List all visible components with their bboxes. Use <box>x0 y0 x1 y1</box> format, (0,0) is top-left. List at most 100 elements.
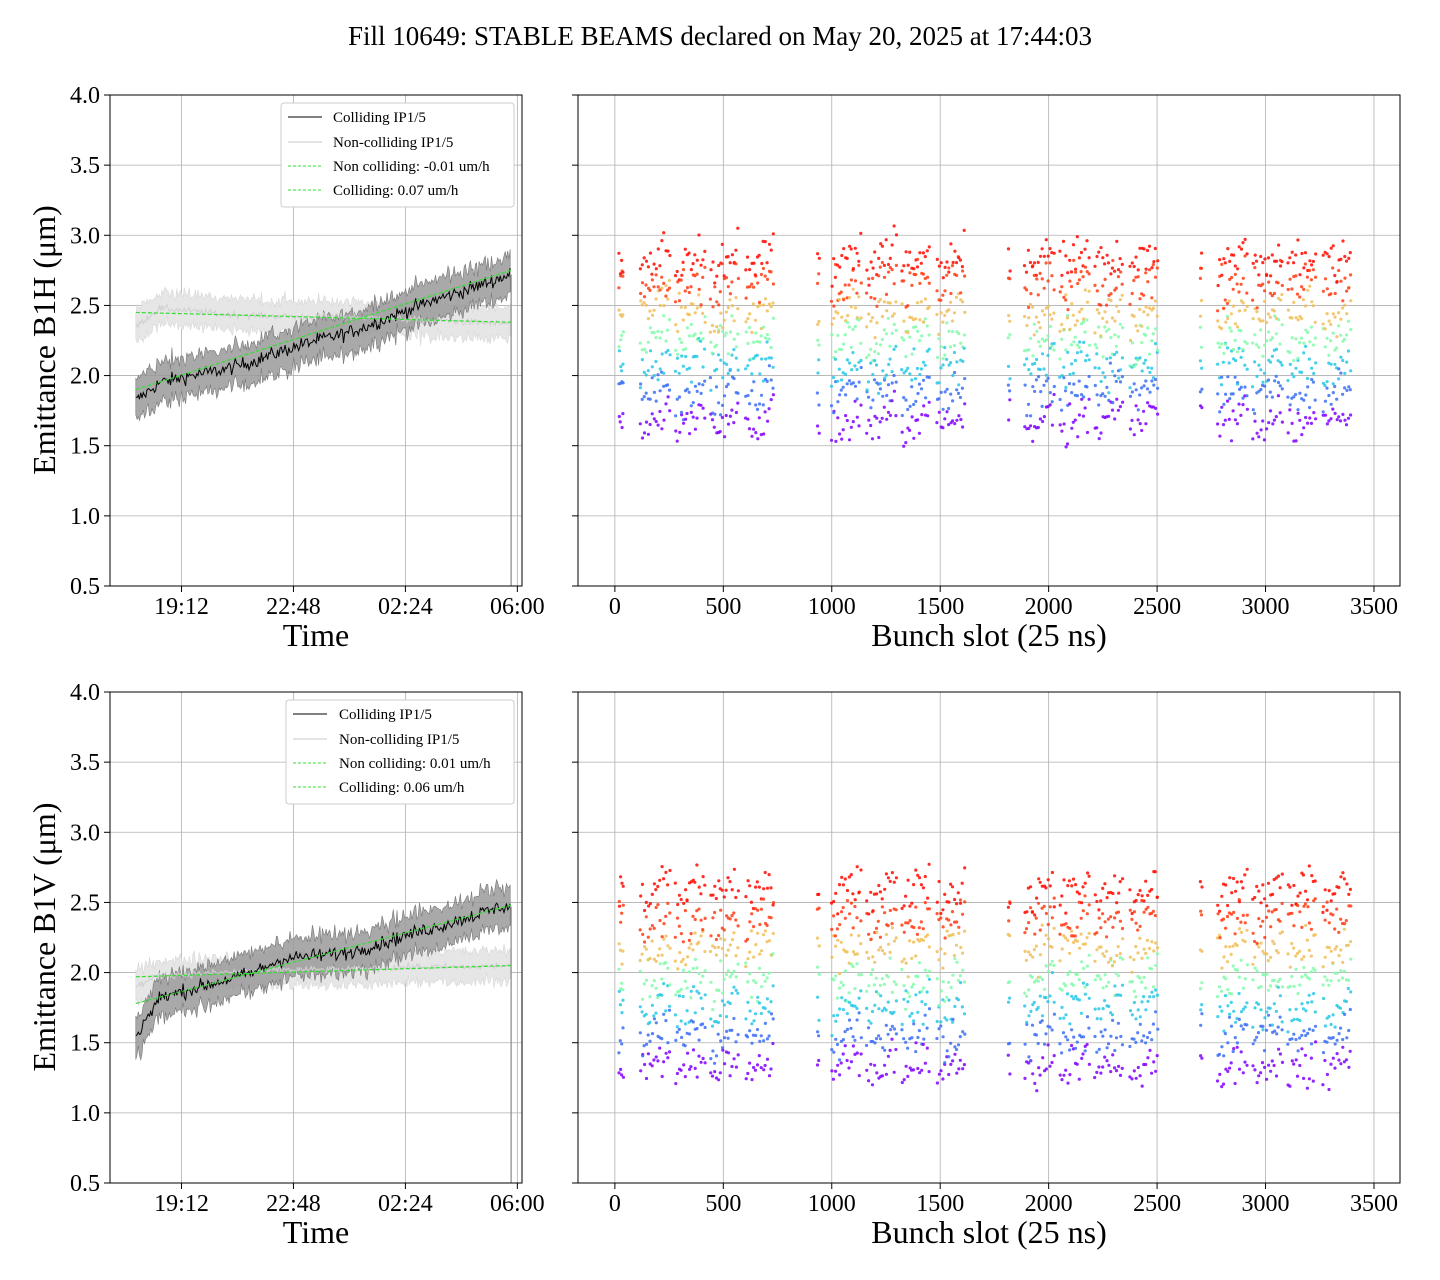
bunch-point <box>1080 1056 1084 1060</box>
bunch-point <box>952 953 957 958</box>
bunch-point <box>1093 343 1097 347</box>
bunch-point <box>1239 930 1243 935</box>
bunch-point <box>923 874 927 879</box>
bunch-point <box>1099 926 1103 930</box>
bunch-point <box>1037 340 1041 344</box>
bunch-point <box>647 904 651 908</box>
bunch-point <box>664 914 668 919</box>
bunch-point <box>1120 1043 1125 1047</box>
x-tick-label: 500 <box>705 1191 741 1217</box>
bunch-point <box>1068 1022 1072 1026</box>
bunch-point <box>1329 899 1333 903</box>
bunch-point <box>1114 971 1118 975</box>
bunch-point <box>699 391 703 395</box>
bunch-point <box>906 1074 910 1078</box>
bunch-point <box>1300 285 1304 289</box>
bunch-point <box>1267 421 1271 425</box>
bunch-point <box>1331 391 1335 395</box>
bunch-point <box>674 429 678 433</box>
bunch-point <box>1062 376 1066 380</box>
bunch-point <box>935 312 939 317</box>
bunch-point <box>1294 1037 1298 1042</box>
bunch-point <box>1266 988 1271 992</box>
bunch-point <box>1339 917 1343 921</box>
bunch-point <box>1085 430 1090 435</box>
bunch-point <box>1227 1015 1232 1019</box>
bunch-point <box>920 1068 924 1072</box>
bunch-point <box>695 1075 699 1079</box>
bunch-point <box>1273 1029 1277 1033</box>
bunch-point <box>680 1035 684 1040</box>
bunch-point <box>724 888 728 892</box>
bunch-point <box>900 967 904 972</box>
bunch-point <box>1220 405 1224 409</box>
bunch-point <box>710 1074 715 1078</box>
bunch-point <box>1199 1023 1203 1027</box>
bunch-point <box>753 907 758 911</box>
bunch-point <box>620 881 624 885</box>
bunch-point <box>1152 949 1156 953</box>
bunch-point <box>1046 1043 1050 1047</box>
bunch-point <box>1066 308 1070 312</box>
bunch-point <box>1198 390 1202 394</box>
bunch-point <box>886 1032 890 1036</box>
bunch-point <box>621 988 625 992</box>
bunch-point <box>1220 375 1224 379</box>
bunch-point <box>906 975 910 979</box>
bunch-point <box>1145 387 1150 391</box>
bunch-point <box>728 943 732 947</box>
bunch-point <box>1095 346 1099 350</box>
bunch-point <box>757 416 761 420</box>
bunch-point <box>1136 928 1140 932</box>
bunch-point <box>668 253 672 258</box>
bunch-point <box>1348 887 1352 892</box>
bunch-point <box>1219 989 1224 993</box>
bunch-point <box>816 1030 820 1034</box>
bunch-point <box>684 888 688 892</box>
bunch-point <box>640 281 645 285</box>
bunch-point <box>1128 908 1132 912</box>
bunch-point <box>728 1074 732 1078</box>
bunch-point <box>1331 331 1335 335</box>
bunch-point <box>695 966 699 970</box>
bunch-point <box>748 972 752 976</box>
bunch-point <box>1302 266 1306 270</box>
bunch-point <box>855 1051 859 1055</box>
bunch-point <box>756 908 760 912</box>
bunch-point <box>726 306 730 310</box>
bunch-point <box>640 952 644 956</box>
bunch-point <box>1040 337 1044 341</box>
bunch-point <box>963 866 967 870</box>
bunch-point <box>1058 1042 1062 1046</box>
bunch-point <box>1136 358 1140 362</box>
bunch-point <box>943 289 947 293</box>
bunch-point <box>746 341 750 346</box>
bunch-point <box>1232 304 1236 308</box>
bunch-point <box>1327 419 1331 423</box>
bunch-point <box>1313 398 1317 402</box>
bunch-point <box>1295 292 1300 296</box>
bunch-point <box>1253 411 1257 416</box>
bunch-point <box>1040 277 1044 281</box>
bunch-point <box>1257 435 1261 439</box>
bunch-point <box>1340 976 1345 980</box>
bunch-point <box>747 427 752 431</box>
bunch-point <box>1333 947 1337 951</box>
bunch-point <box>1253 1006 1257 1010</box>
bunch-point <box>950 264 955 268</box>
bunch-point <box>666 249 670 253</box>
bunch-point <box>736 401 740 405</box>
bunch-point <box>620 981 624 985</box>
bunch-point <box>1068 279 1072 283</box>
bunch-point <box>617 286 621 290</box>
bunch-point <box>874 1037 879 1041</box>
bunch-point <box>1310 366 1314 370</box>
bunch-point <box>1093 1034 1097 1039</box>
bunch-point <box>1052 348 1056 352</box>
bunch-point <box>1153 377 1158 382</box>
bunch-point <box>894 876 899 880</box>
bunch-point <box>1200 949 1204 953</box>
bunch-point <box>755 880 759 884</box>
bunch-point <box>1233 322 1238 326</box>
bunch-point <box>1349 369 1353 373</box>
